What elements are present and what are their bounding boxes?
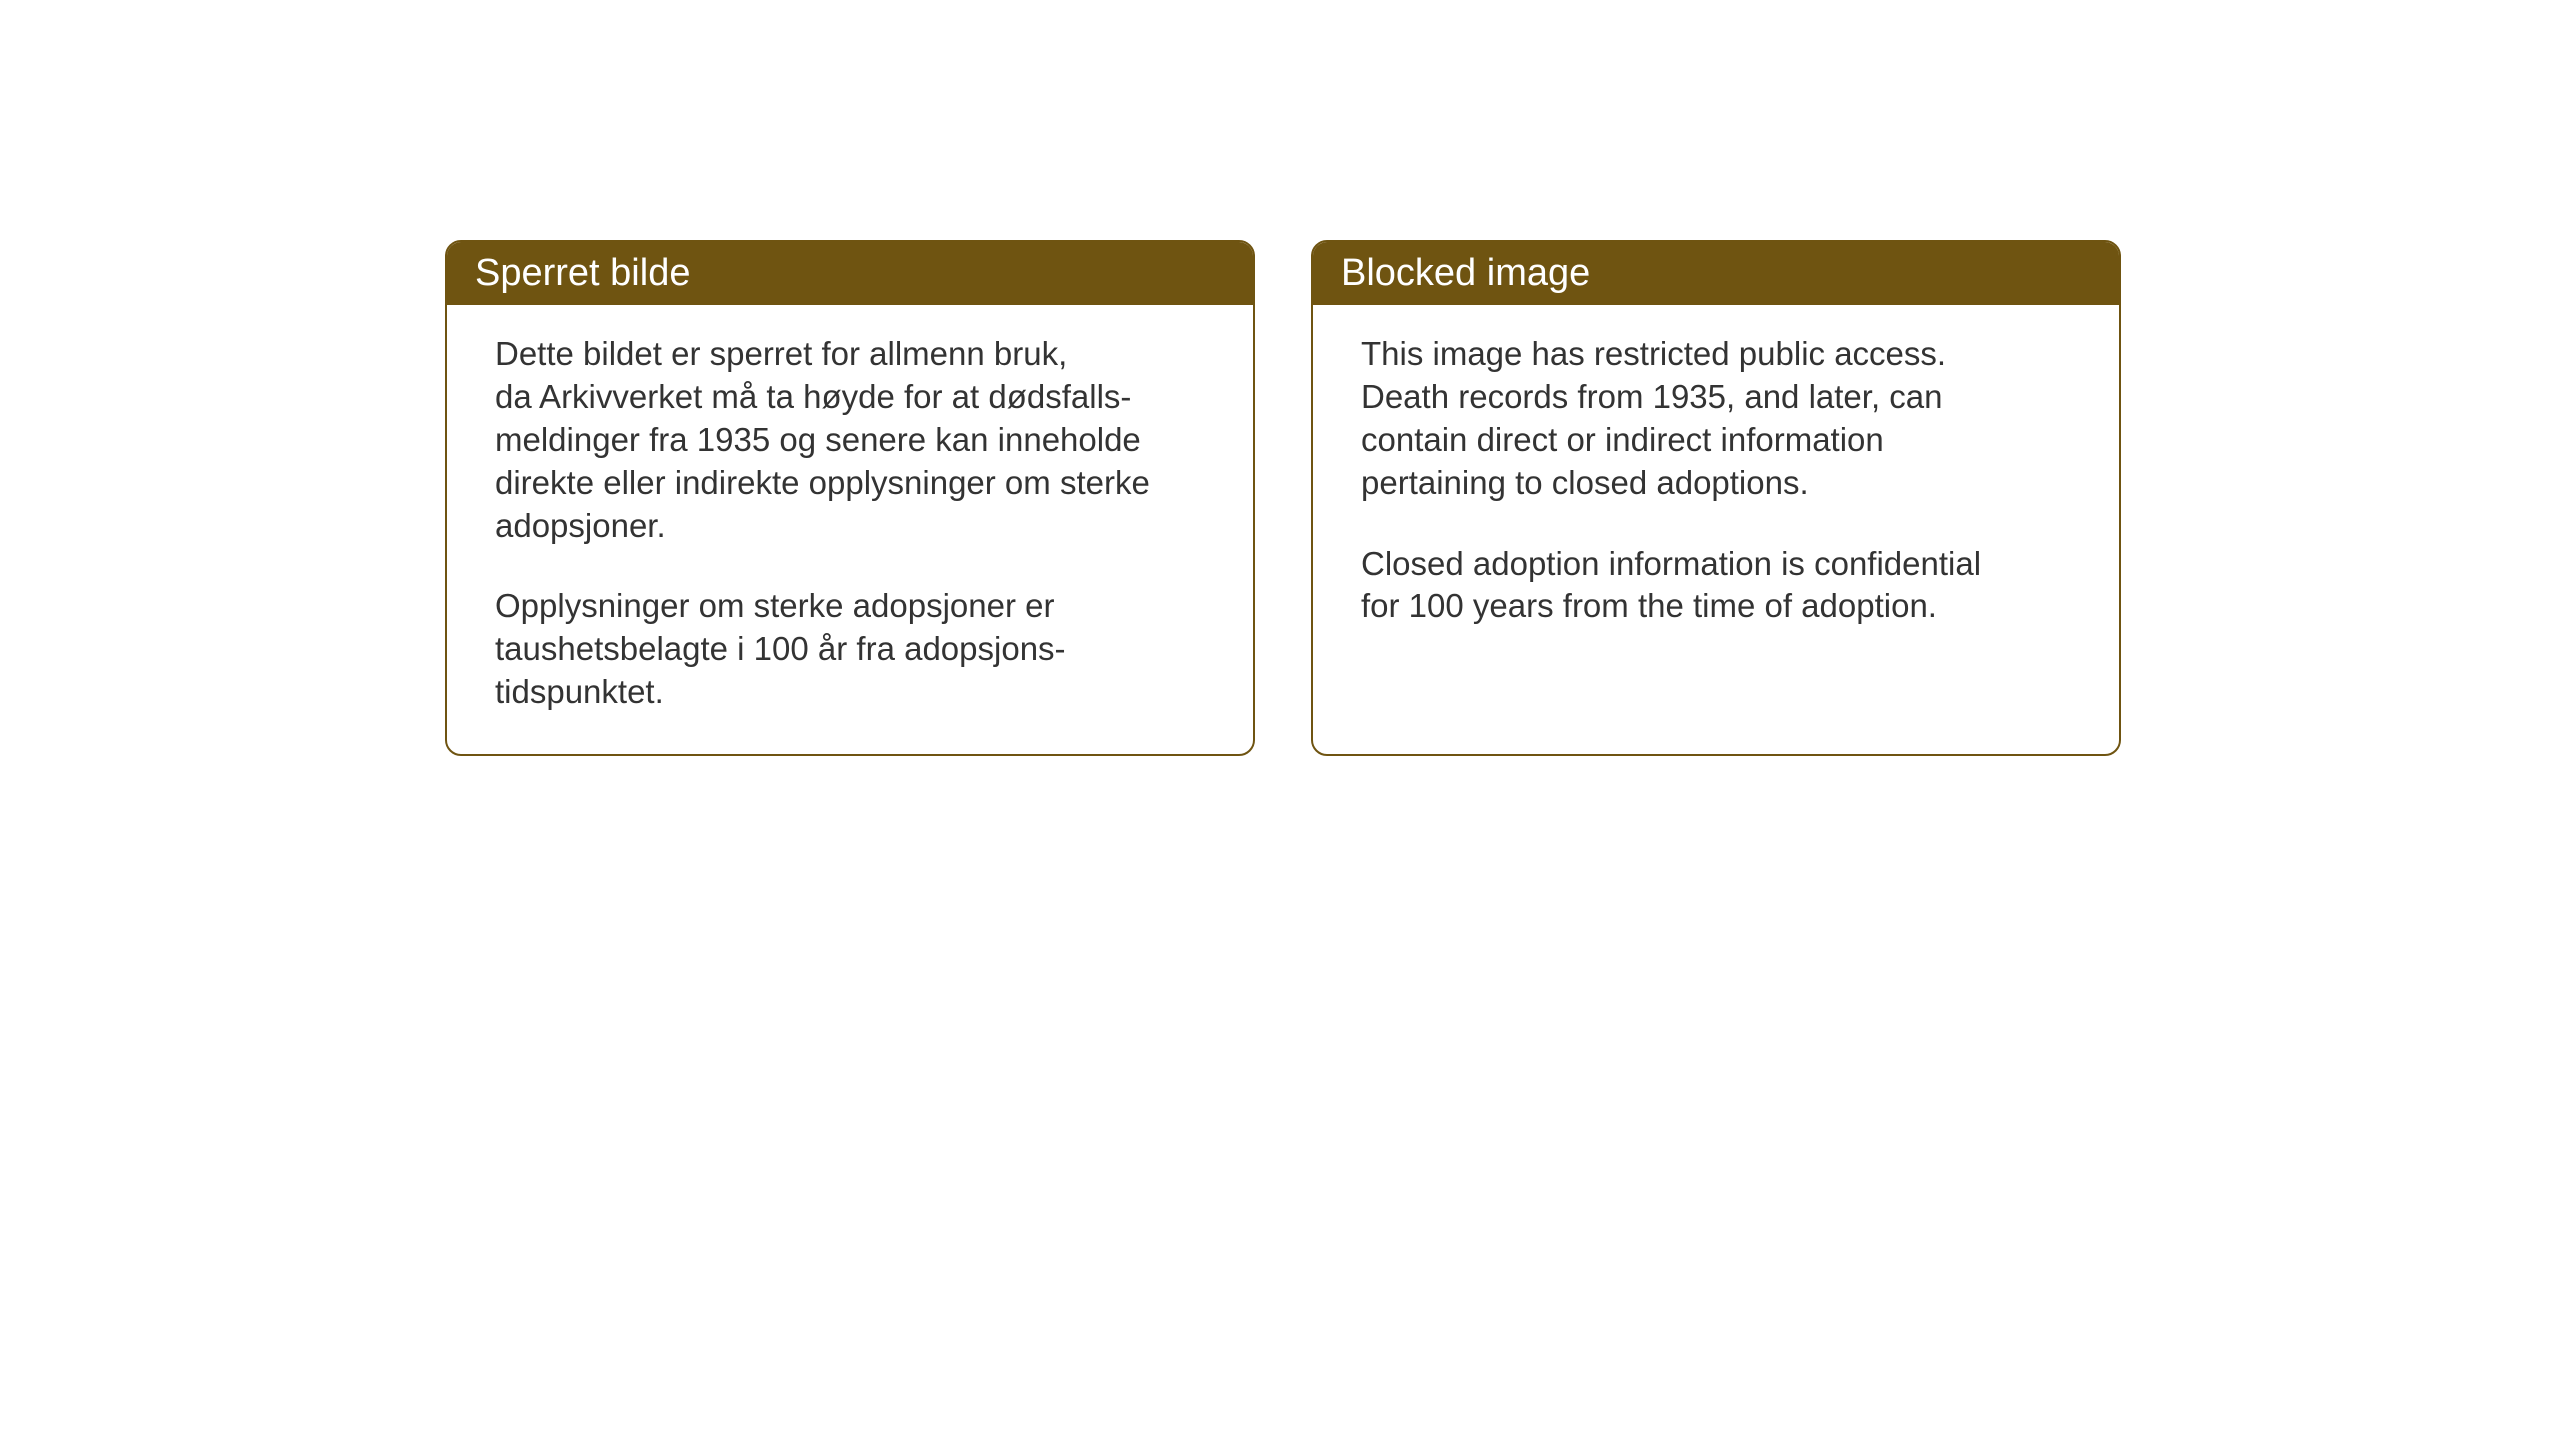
paragraph-2: Opplysninger om sterke adopsjoner er tau… [495, 585, 1205, 714]
text-line: for 100 years from the time of adoption. [1361, 587, 1937, 624]
text-line: tidspunktet. [495, 673, 664, 710]
card-title: Sperret bilde [475, 252, 690, 294]
text-line: contain direct or indirect information [1361, 421, 1884, 458]
text-line: taushetsbelagte i 100 år fra adopsjons- [495, 630, 1066, 667]
notice-card-english: Blocked image This image has restricted … [1311, 240, 2121, 756]
paragraph-1: Dette bildet er sperret for allmenn bruk… [495, 333, 1205, 547]
text-line: direkte eller indirekte opplysninger om … [495, 464, 1150, 501]
text-line: Opplysninger om sterke adopsjoner er [495, 587, 1054, 624]
text-line: adopsjoner. [495, 507, 666, 544]
paragraph-2: Closed adoption information is confident… [1361, 543, 2071, 629]
text-line: Closed adoption information is confident… [1361, 545, 1981, 582]
card-header: Blocked image [1313, 242, 2119, 305]
text-line: Death records from 1935, and later, can [1361, 378, 1943, 415]
card-body: This image has restricted public access.… [1313, 305, 2119, 668]
text-line: Dette bildet er sperret for allmenn bruk… [495, 335, 1067, 372]
text-line: da Arkivverket må ta høyde for at dødsfa… [495, 378, 1131, 415]
card-title: Blocked image [1341, 252, 1590, 294]
card-header: Sperret bilde [447, 242, 1253, 305]
card-body: Dette bildet er sperret for allmenn bruk… [447, 305, 1253, 754]
paragraph-1: This image has restricted public access.… [1361, 333, 2071, 505]
text-line: pertaining to closed adoptions. [1361, 464, 1809, 501]
notice-container: Sperret bilde Dette bildet er sperret fo… [445, 240, 2121, 756]
text-line: meldinger fra 1935 og senere kan innehol… [495, 421, 1141, 458]
notice-card-norwegian: Sperret bilde Dette bildet er sperret fo… [445, 240, 1255, 756]
text-line: This image has restricted public access. [1361, 335, 1946, 372]
